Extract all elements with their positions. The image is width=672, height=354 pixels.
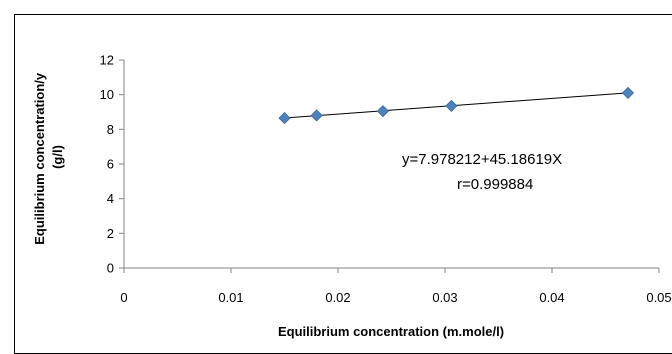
y-tick-label: 4 — [107, 191, 114, 206]
axes — [123, 60, 659, 269]
data-point — [621, 86, 635, 99]
y-tick-label: 0 — [107, 261, 114, 276]
y-tick-label: 2 — [107, 226, 114, 241]
x-tick-label: 0.04 — [539, 290, 564, 305]
r-value-label: r=0.999884 — [457, 176, 533, 193]
y-tick-label: 8 — [107, 122, 114, 137]
x-tick-label: 0.02 — [325, 290, 350, 305]
y-tick-label: 6 — [107, 157, 114, 172]
x-tick-label: 0.05 — [646, 290, 671, 305]
y-tick-label: 12 — [100, 53, 114, 68]
data-point — [445, 99, 458, 112]
x-ticks: 0 0.01 0.02 0.03 0.04 0.05 — [120, 268, 672, 305]
y-axis-title: Equilibrium concentration/y (g/l) — [32, 69, 65, 245]
x-tick-label: 0.01 — [218, 290, 243, 305]
y-ticks: 0 2 4 6 8 10 12 — [100, 53, 124, 276]
data-point — [310, 109, 323, 122]
data-points — [278, 86, 635, 125]
y-axis-title-line-1: Equilibrium concentration/y — [32, 72, 47, 245]
y-tick-label: 10 — [100, 87, 114, 102]
data-point — [376, 105, 390, 118]
equation-label: y=7.978212+45.18619X — [402, 151, 562, 168]
x-tick-label: 0.03 — [432, 290, 457, 305]
y-axis-title-line-2: (g/l) — [50, 145, 65, 169]
x-tick-label: 0 — [120, 290, 127, 305]
data-point — [278, 112, 291, 125]
x-axis-title: Equilibrium concentration (m.mole/l) — [278, 324, 504, 339]
